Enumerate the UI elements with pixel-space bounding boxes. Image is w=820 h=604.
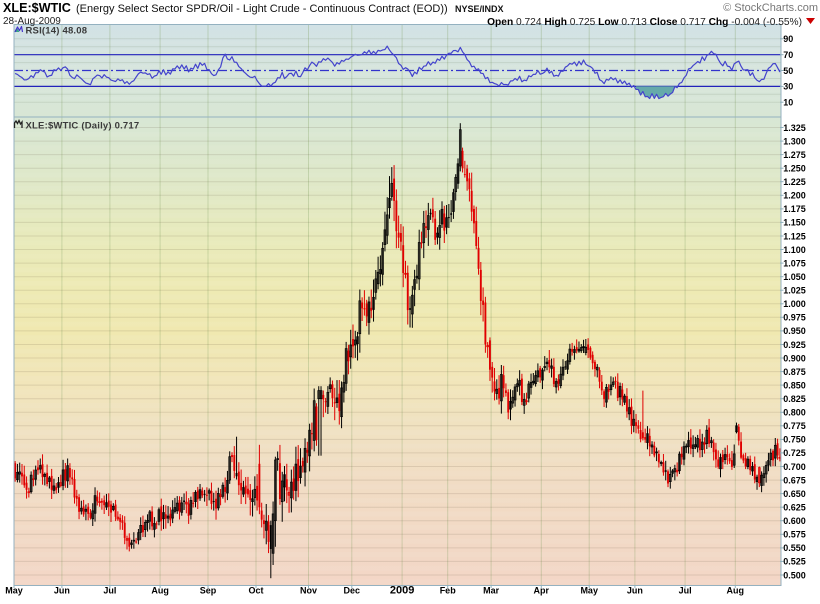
svg-text:0.525: 0.525 <box>783 557 806 567</box>
svg-text:1.150: 1.150 <box>783 218 806 228</box>
svg-text:Feb: Feb <box>440 586 457 596</box>
svg-text:0.725: 0.725 <box>783 448 806 458</box>
svg-text:0.550: 0.550 <box>783 543 806 553</box>
svg-text:NYSE/INDX: NYSE/INDX <box>455 4 504 14</box>
svg-text:© StockCharts.com: © StockCharts.com <box>723 2 818 14</box>
svg-text:90: 90 <box>783 34 793 44</box>
svg-text:May: May <box>5 586 23 596</box>
svg-text:Aug: Aug <box>727 586 745 596</box>
svg-text:Mar: Mar <box>483 586 500 596</box>
svg-text:0.650: 0.650 <box>783 489 806 499</box>
svg-text:0.750: 0.750 <box>783 435 806 445</box>
svg-text:XLE:$WTIC (Daily) 0.717: XLE:$WTIC (Daily) 0.717 <box>26 121 140 132</box>
svg-text:RSI(14) 48.08: RSI(14) 48.08 <box>26 26 88 37</box>
svg-text:Apr: Apr <box>534 586 550 596</box>
svg-text:Jul: Jul <box>679 586 692 596</box>
svg-text:50: 50 <box>783 66 793 76</box>
svg-text:1.075: 1.075 <box>783 258 806 268</box>
svg-text:1.200: 1.200 <box>783 191 806 201</box>
svg-text:1.125: 1.125 <box>783 231 806 241</box>
svg-text:0.700: 0.700 <box>783 462 806 472</box>
svg-text:Nov: Nov <box>300 586 317 596</box>
svg-text:1.000: 1.000 <box>783 299 806 309</box>
svg-text:0.975: 0.975 <box>783 313 806 323</box>
svg-text:Sep: Sep <box>200 586 217 596</box>
svg-text:Aug: Aug <box>151 586 169 596</box>
svg-text:28-Aug-2009: 28-Aug-2009 <box>3 16 61 27</box>
svg-text:70: 70 <box>783 50 793 60</box>
svg-text:1.100: 1.100 <box>783 245 806 255</box>
svg-text:0.775: 0.775 <box>783 421 806 431</box>
svg-text:0.500: 0.500 <box>783 570 806 580</box>
svg-text:Oct: Oct <box>248 586 263 596</box>
svg-text:1.325: 1.325 <box>783 123 806 133</box>
svg-text:Open 0.724 High 0.725 Low 0.71: Open 0.724 High 0.725 Low 0.713 Close 0.… <box>487 17 802 28</box>
svg-text:0.825: 0.825 <box>783 394 806 404</box>
svg-text:1.300: 1.300 <box>783 136 806 146</box>
svg-text:0.575: 0.575 <box>783 530 806 540</box>
svg-text:0.900: 0.900 <box>783 353 806 363</box>
svg-text:0.675: 0.675 <box>783 475 806 485</box>
svg-text:0.950: 0.950 <box>783 326 806 336</box>
svg-text:0.850: 0.850 <box>783 380 806 390</box>
svg-text:XLE:$WTIC: XLE:$WTIC <box>3 1 71 15</box>
svg-text:1.225: 1.225 <box>783 177 806 187</box>
svg-text:Dec: Dec <box>344 586 361 596</box>
svg-text:0.925: 0.925 <box>783 340 806 350</box>
svg-text:30: 30 <box>783 82 793 92</box>
svg-text:1.025: 1.025 <box>783 286 806 296</box>
svg-text:0.875: 0.875 <box>783 367 806 377</box>
svg-text:2009: 2009 <box>390 585 414 597</box>
svg-text:Jul: Jul <box>103 586 116 596</box>
svg-text:1.050: 1.050 <box>783 272 806 282</box>
svg-text:(Energy Select Sector SPDR/Oil: (Energy Select Sector SPDR/Oil - Light C… <box>76 3 448 15</box>
svg-text:Jun: Jun <box>54 586 70 596</box>
svg-text:1.275: 1.275 <box>783 150 806 160</box>
svg-text:1.175: 1.175 <box>783 204 806 214</box>
svg-text:10: 10 <box>783 98 793 108</box>
svg-text:Jun: Jun <box>627 586 643 596</box>
svg-text:1.250: 1.250 <box>783 164 806 174</box>
svg-text:0.625: 0.625 <box>783 503 806 513</box>
svg-text:0.800: 0.800 <box>783 408 806 418</box>
svg-text:May: May <box>580 586 598 596</box>
svg-text:0.600: 0.600 <box>783 516 806 526</box>
